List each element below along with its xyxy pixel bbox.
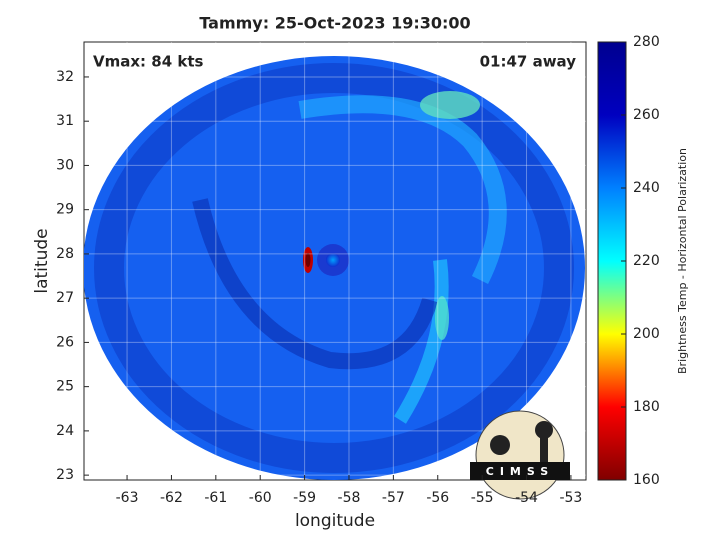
y-tick-label: 29	[56, 202, 74, 218]
logo-text: CIMSS	[486, 465, 554, 478]
colorbar-label: Brightness Temp - Horizontal Polarizatio…	[676, 148, 689, 374]
annotation: 01:47 away	[480, 53, 577, 71]
y-axis-label: latitude	[32, 228, 52, 293]
imagery	[84, 56, 585, 480]
colorbar-tick-label: 280	[633, 34, 660, 50]
colorbar-tick-label: 160	[633, 472, 660, 488]
y-tick-label: 28	[56, 246, 74, 262]
y-tick-label: 23	[56, 467, 74, 483]
x-tick-label: -62	[160, 490, 183, 506]
y-tick-label: 26	[56, 334, 74, 350]
y-tick-label: 32	[56, 69, 74, 85]
y-tick-label: 24	[56, 423, 74, 439]
x-tick-label: -58	[338, 490, 361, 506]
x-axis-label: longitude	[295, 511, 375, 531]
colorbar-tick-label: 240	[633, 180, 660, 196]
annotation: Vmax: 84 kts	[93, 53, 203, 71]
colorbar-tick-label: 180	[633, 399, 660, 415]
y-tick-label: 25	[56, 379, 74, 395]
chart-title: Tammy: 25-Oct-2023 19:30:00	[199, 14, 470, 33]
x-tick-label: -53	[559, 490, 582, 506]
x-tick-label: -57	[382, 490, 405, 506]
x-tick-label: -63	[116, 490, 139, 506]
colorbar-tick-label: 200	[633, 326, 660, 342]
x-tick-label: -56	[426, 490, 449, 506]
logo: CIMSS	[470, 410, 570, 500]
y-tick-label: 31	[56, 113, 74, 129]
x-tick-label: -55	[471, 490, 494, 506]
x-tick-label: -60	[249, 490, 272, 506]
x-tick-label: -59	[293, 490, 316, 506]
grid	[84, 42, 586, 480]
y-tick-label: 30	[56, 157, 74, 173]
x-tick-label: -54	[515, 490, 538, 506]
x-tick-label: -61	[204, 490, 227, 506]
colorbar-tick-label: 260	[633, 107, 660, 123]
colorbar-tick-label: 220	[633, 253, 660, 269]
y-tick-label: 27	[56, 290, 74, 306]
